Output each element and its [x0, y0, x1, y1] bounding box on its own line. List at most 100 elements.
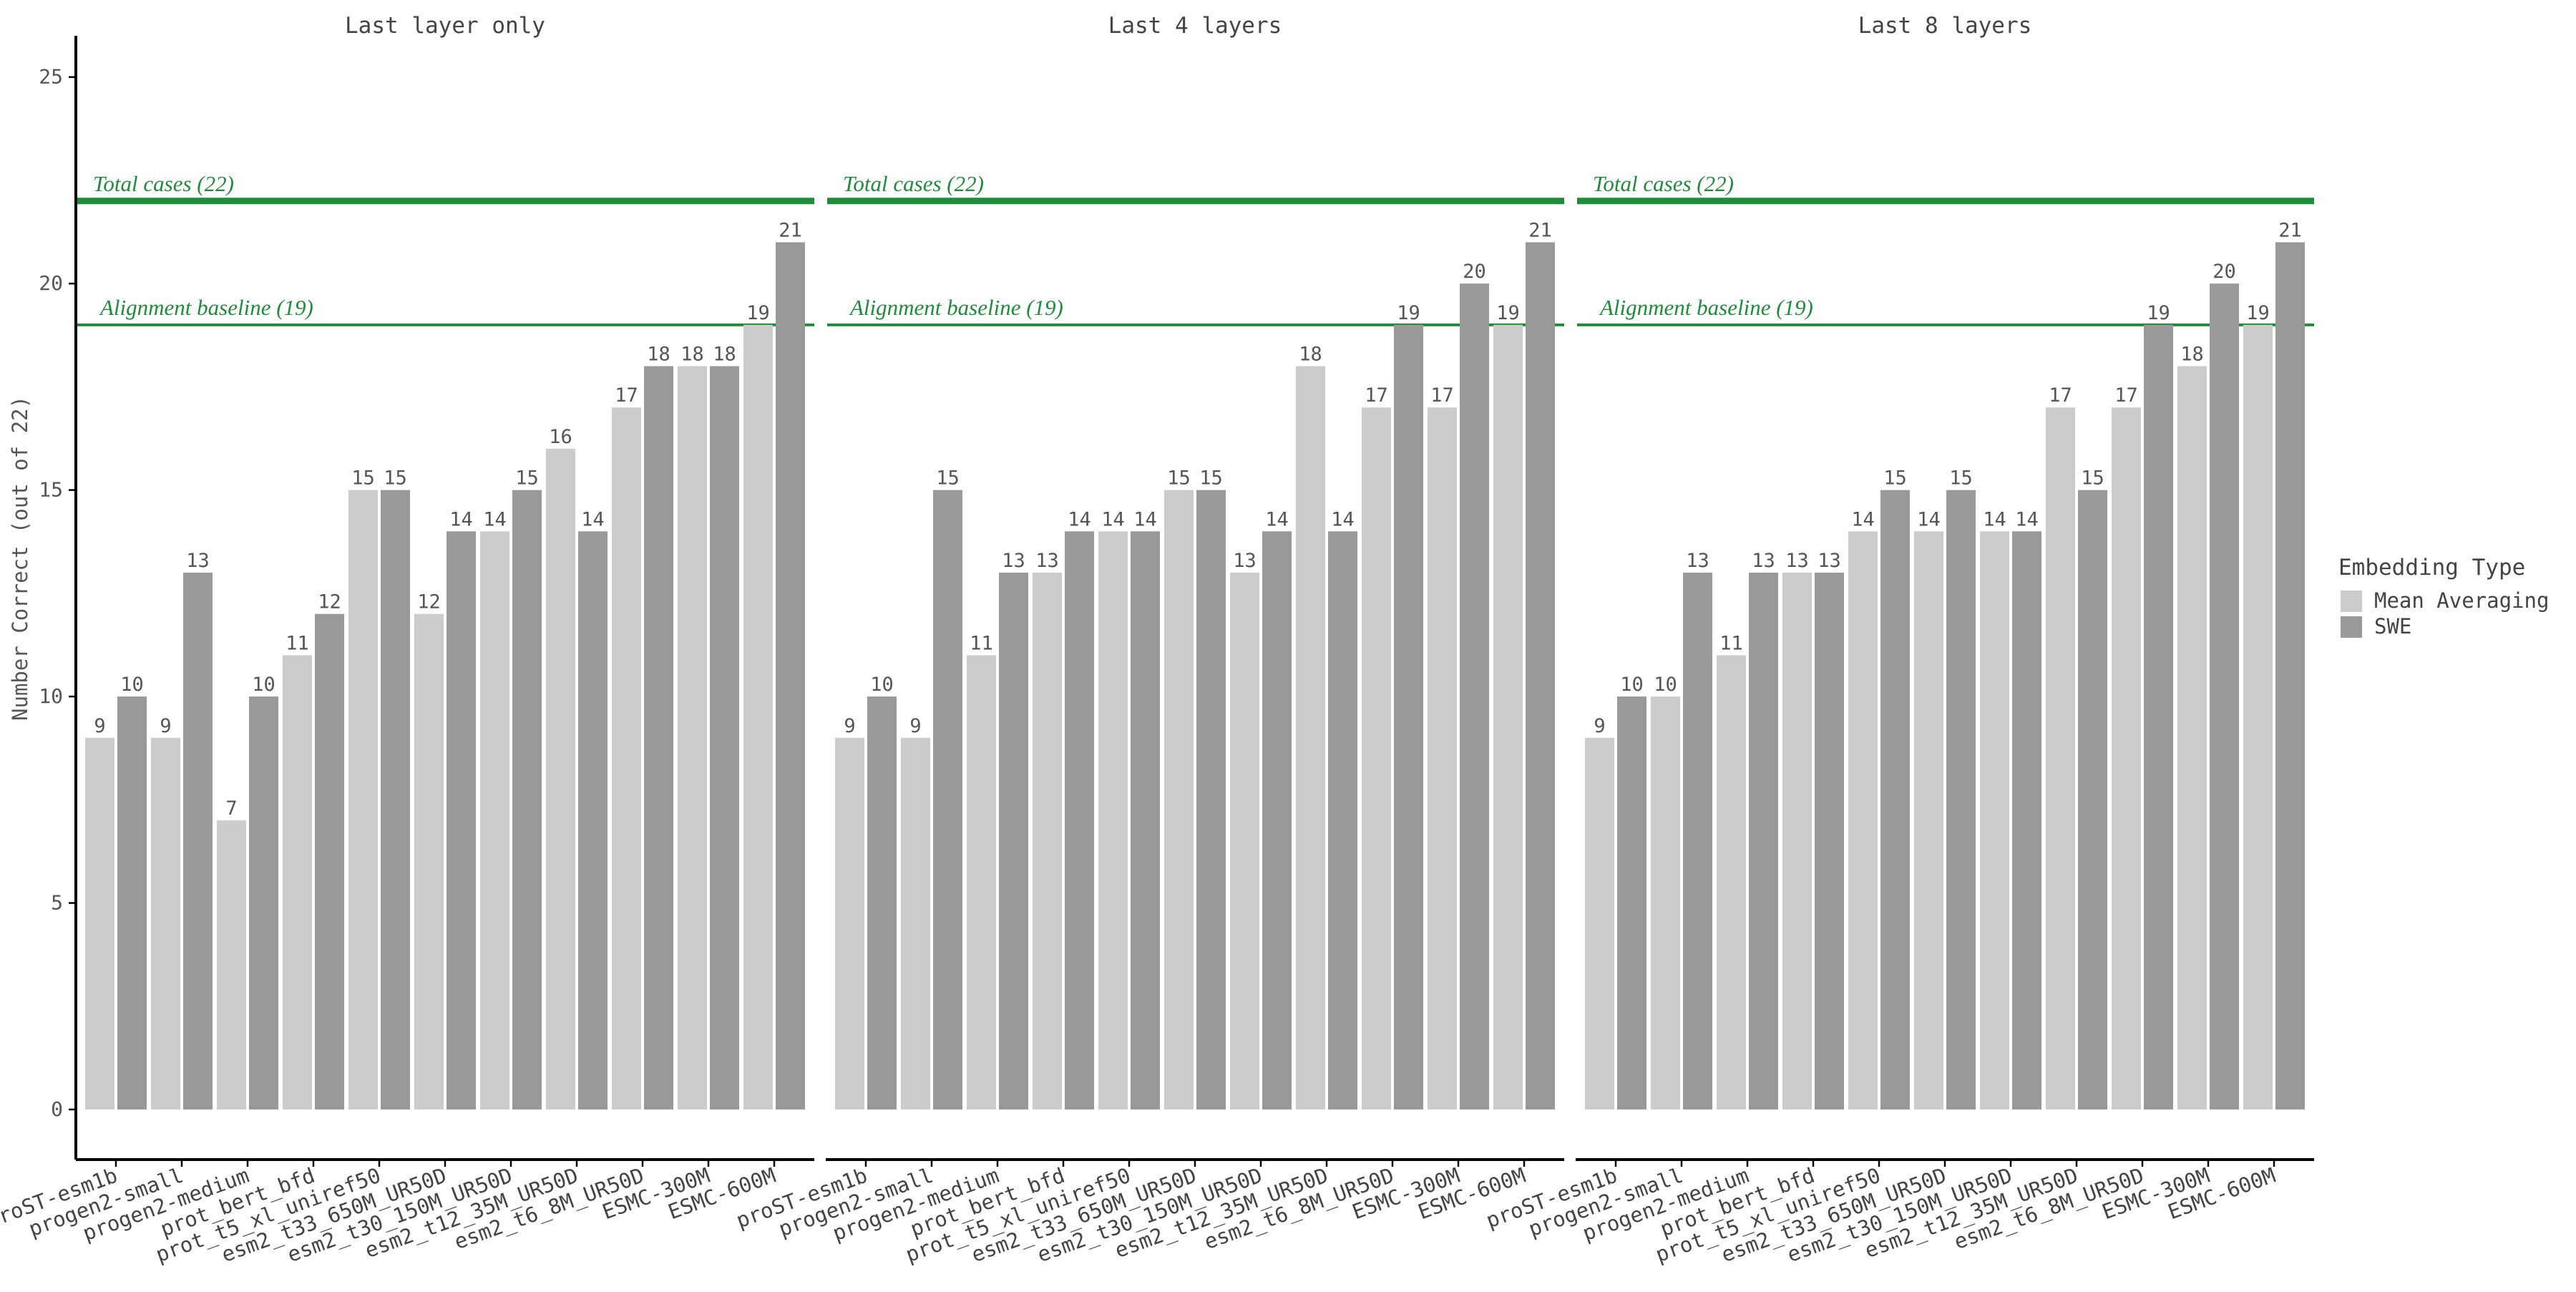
- bar-swe: [1328, 531, 1357, 1109]
- bar-value-label: 14: [1917, 508, 1941, 530]
- legend-title: Embedding Type: [2338, 555, 2525, 581]
- bar-mean-averaging: [1493, 324, 1523, 1109]
- bar-value-label: 13: [186, 550, 210, 572]
- bar-mean-averaging: [743, 324, 773, 1109]
- bar-value-label: 21: [1528, 219, 1552, 241]
- bar-swe: [578, 531, 608, 1109]
- bar-value-label: 16: [549, 426, 572, 448]
- bar-swe: [1394, 324, 1423, 1109]
- y-tick-label: 10: [39, 684, 63, 708]
- bar-mean-averaging: [967, 655, 996, 1109]
- bar-value-label: 15: [515, 467, 539, 490]
- y-tick-label: 15: [39, 478, 63, 502]
- bar-value-label: 15: [1883, 467, 1907, 490]
- bar-swe: [1815, 573, 1844, 1109]
- bar-mean-averaging: [85, 737, 114, 1109]
- bar-value-label: 11: [286, 632, 309, 654]
- bar-value-label: 17: [615, 384, 638, 407]
- bar-swe: [183, 573, 213, 1109]
- bar-value-label: 13: [1233, 550, 1257, 572]
- bar-mean-averaging: [1098, 531, 1128, 1109]
- bar-value-label: 14: [1068, 508, 1091, 530]
- bar-swe: [1880, 490, 1910, 1109]
- bar-swe: [117, 696, 147, 1109]
- bar-value-label: 11: [970, 632, 993, 654]
- bar-value-label: 9: [1594, 715, 1605, 737]
- bar-swe: [776, 242, 805, 1109]
- bar-swe: [1262, 531, 1292, 1109]
- bar-value-label: 14: [1133, 508, 1157, 530]
- bar-mean-averaging: [835, 737, 864, 1109]
- bar-value-label: 13: [1002, 550, 1025, 572]
- bar-swe: [381, 490, 410, 1109]
- bar-mean-averaging: [678, 366, 707, 1109]
- bar-swe: [512, 490, 542, 1109]
- bar-mean-averaging: [283, 655, 312, 1109]
- bar-value-label: 13: [1752, 550, 1775, 572]
- bar-value-label: 9: [160, 715, 171, 737]
- bar-mean-averaging: [546, 448, 575, 1109]
- bar-mean-averaging: [2243, 324, 2273, 1109]
- bar-swe: [315, 613, 344, 1109]
- legend-swatch: [2341, 616, 2362, 638]
- bar-mean-averaging: [1296, 366, 1325, 1109]
- bar-mean-averaging: [2177, 366, 2207, 1109]
- bar-value-label: 21: [2278, 219, 2302, 241]
- bar-value-label: 18: [647, 344, 670, 366]
- bar-value-label: 9: [94, 715, 105, 737]
- bar-mean-averaging: [2112, 407, 2141, 1109]
- legend-entry-label: Mean Averaging: [2374, 588, 2549, 613]
- bar-value-label: 9: [909, 715, 921, 737]
- bar-value-label: 14: [1983, 508, 2006, 530]
- bar-value-label: 17: [1430, 384, 1454, 407]
- bar-swe: [1617, 696, 1646, 1109]
- bar-value-label: 13: [1785, 550, 1809, 572]
- bar-swe: [249, 696, 278, 1109]
- bar-swe: [2078, 490, 2107, 1109]
- bar-mean-averaging: [1585, 737, 1614, 1109]
- bar-value-label: 11: [1719, 632, 1743, 654]
- bar-swe: [644, 366, 673, 1109]
- bar-swe: [2012, 531, 2041, 1109]
- reference-label: Total cases (22): [843, 171, 984, 196]
- bar-mean-averaging: [1980, 531, 2009, 1109]
- bar-swe: [1946, 490, 1976, 1109]
- y-tick-label: 5: [51, 891, 63, 915]
- bar-value-label: 14: [449, 508, 473, 530]
- bar-value-label: 18: [680, 344, 704, 366]
- bar-mean-averaging: [348, 490, 378, 1109]
- bar-mean-averaging: [480, 531, 509, 1109]
- bar-value-label: 12: [318, 591, 341, 613]
- y-axis-title: Number Correct (out of 22): [8, 396, 32, 721]
- bar-value-label: 17: [2049, 384, 2072, 407]
- bar-value-label: 14: [1851, 508, 1875, 530]
- bar-mean-averaging: [1717, 655, 1746, 1109]
- bar-value-label: 14: [483, 508, 507, 530]
- bar-swe: [1526, 242, 1555, 1109]
- legend-swatch: [2341, 591, 2362, 612]
- legend-entry-label: SWE: [2374, 614, 2411, 638]
- bar-value-label: 19: [1496, 302, 1520, 324]
- bar-value-label: 15: [936, 467, 960, 490]
- bar-value-label: 13: [1818, 550, 1841, 572]
- bar-swe: [1749, 573, 1778, 1109]
- bar-value-label: 18: [1299, 344, 1322, 366]
- bar-swe: [1683, 573, 1712, 1109]
- bar-swe: [933, 490, 962, 1109]
- bar-value-label: 9: [844, 715, 855, 737]
- bar-swe: [2275, 242, 2305, 1109]
- bar-value-label: 15: [1167, 467, 1191, 490]
- y-tick-label: 20: [39, 271, 63, 295]
- bar-value-label: 10: [1620, 674, 1644, 696]
- reference-label: Alignment baseline (19): [1599, 295, 1813, 320]
- bar-value-label: 19: [1397, 302, 1420, 324]
- reference-label: Total cases (22): [1593, 171, 1734, 196]
- bar-value-label: 19: [2147, 302, 2170, 324]
- bar-mean-averaging: [901, 737, 930, 1109]
- panel-title: Last layer only: [345, 13, 545, 39]
- bar-value-label: 13: [1035, 550, 1059, 572]
- reference-label: Alignment baseline (19): [849, 295, 1063, 320]
- bar-value-label: 15: [351, 467, 375, 490]
